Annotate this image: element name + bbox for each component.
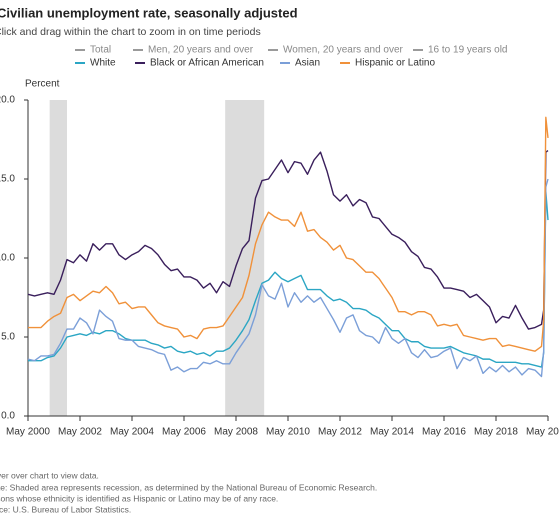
legend-entry[interactable]: Men, 20 years and over xyxy=(148,45,254,56)
legend-entry[interactable]: Black or African American xyxy=(150,58,264,69)
x-tick-label: May 2008 xyxy=(214,427,258,438)
legend-entry[interactable]: Asian xyxy=(295,58,320,69)
x-tick-label: May 2002 xyxy=(58,427,102,438)
series-line xyxy=(27,178,549,378)
legend-entry[interactable]: White xyxy=(90,58,116,69)
recession-band xyxy=(225,100,265,416)
series-line xyxy=(28,116,549,352)
note: Note: Shaded area represents recession, … xyxy=(0,482,377,492)
chart-title: Civilian unemployment rate, seasonally a… xyxy=(0,5,298,20)
note: Persons whose ethnicity is identified as… xyxy=(0,493,278,503)
x-tick-label: May 2006 xyxy=(162,427,206,438)
x-tick-label: May 2016 xyxy=(422,427,466,438)
recession-band xyxy=(49,100,67,416)
x-tick-label: May 2014 xyxy=(370,427,414,438)
note: Hover over chart to view data. xyxy=(0,470,99,480)
series-line xyxy=(28,190,549,368)
y-axis-label: Percent xyxy=(25,79,60,90)
legend-entry[interactable]: 16 to 19 years old xyxy=(428,45,508,56)
x-tick-label: May 2020 xyxy=(526,427,559,438)
y-tick-label: 0.0 xyxy=(1,411,15,422)
y-tick-label: 5.0 xyxy=(1,332,15,343)
y-tick-label: 10.0 xyxy=(0,253,15,264)
legend-entry[interactable]: Women, 20 years and over xyxy=(283,45,404,56)
chart-subtitle: Click and drag within the chart to zoom … xyxy=(0,26,261,38)
note: Source: U.S. Bureau of Labor Statistics. xyxy=(0,504,131,514)
legend-entry[interactable]: Total xyxy=(90,45,111,56)
x-tick-label: May 2010 xyxy=(266,427,310,438)
y-tick-label: 15.0 xyxy=(0,174,15,185)
legend-entry[interactable]: Hispanic or Latino xyxy=(355,58,435,69)
x-tick-label: May 2012 xyxy=(318,427,362,438)
y-tick-label: 20.0 xyxy=(0,95,15,106)
x-tick-label: May 2000 xyxy=(6,427,50,438)
x-tick-label: May 2004 xyxy=(110,427,154,438)
series-line xyxy=(27,149,549,330)
x-tick-label: May 2018 xyxy=(474,427,518,438)
